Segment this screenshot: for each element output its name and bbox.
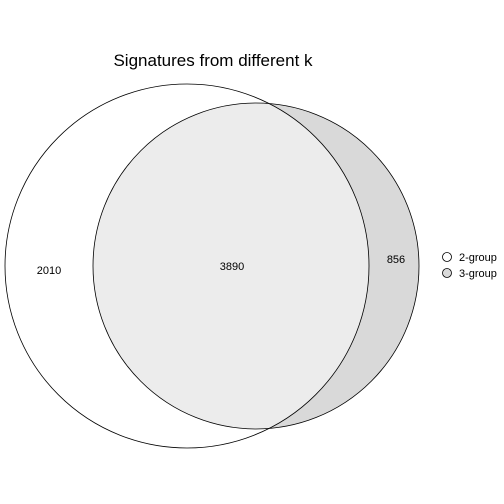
- count-only-3-group: 856: [387, 254, 405, 266]
- legend-key-3-group: [442, 268, 452, 278]
- count-only-2-group: 2010: [37, 265, 61, 277]
- set-2-group-outline: [4, 83, 370, 449]
- legend-key-2-group: [442, 252, 452, 262]
- legend: 2-group 3-group: [442, 252, 497, 280]
- legend-label-2-group: 2-group: [459, 252, 497, 264]
- diagram-title: Signatures from different k: [113, 51, 313, 70]
- legend-label-3-group: 3-group: [459, 268, 497, 280]
- intersection-region: [93, 103, 369, 429]
- set-3-group-outline: [92, 102, 420, 430]
- count-intersection: 3890: [220, 261, 244, 273]
